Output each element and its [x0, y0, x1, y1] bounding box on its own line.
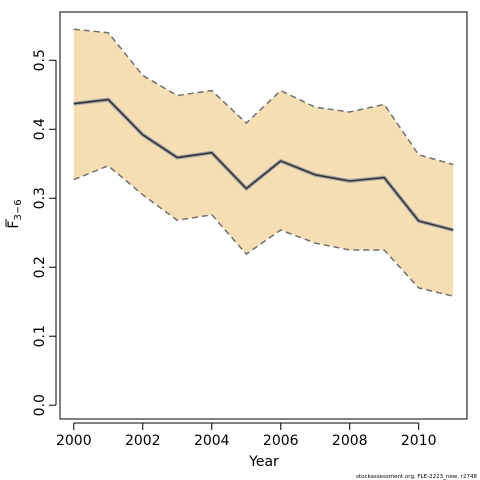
y-tick-label: 0.1: [32, 325, 48, 347]
confidence-band: [73, 29, 454, 297]
x-tick-label: 2000: [56, 433, 92, 449]
plot-frame: [59, 11, 468, 420]
y-tick-label: 0.5: [32, 49, 48, 71]
y-axis-label-main: F: [6, 221, 22, 229]
estimate-line: [73, 98, 454, 231]
lower-bound-line: [73, 164, 454, 297]
x-tick-label: 2008: [332, 433, 368, 449]
y-axis-label: F3−6: [5, 199, 24, 229]
svg-text:F3−6: F3−6: [6, 199, 24, 228]
y-tick-label: 0.3: [32, 187, 48, 209]
y-tick-label: 0.4: [32, 118, 48, 140]
y-axis: 0.0 0.1 0.2 0.3 0.4 0.5: [32, 49, 57, 416]
y-tick-label: 0.2: [32, 256, 48, 278]
source-note: stockassessment.org, FLE-2223_new, r2748: [356, 474, 477, 480]
x-tick-label: 2002: [125, 433, 161, 449]
x-tick-label: 2006: [263, 433, 299, 449]
y-tick-label: 0.0: [32, 394, 48, 416]
upper-bound-line: [73, 28, 454, 166]
x-tick-label: 2010: [401, 433, 437, 449]
x-tick-label: 2004: [194, 433, 230, 449]
x-axis-label: Year: [248, 454, 279, 470]
x-axis: 2000 2002 2004 2006 2008 2010: [56, 422, 437, 449]
y-axis-label-subscript: 3−6: [13, 199, 24, 220]
